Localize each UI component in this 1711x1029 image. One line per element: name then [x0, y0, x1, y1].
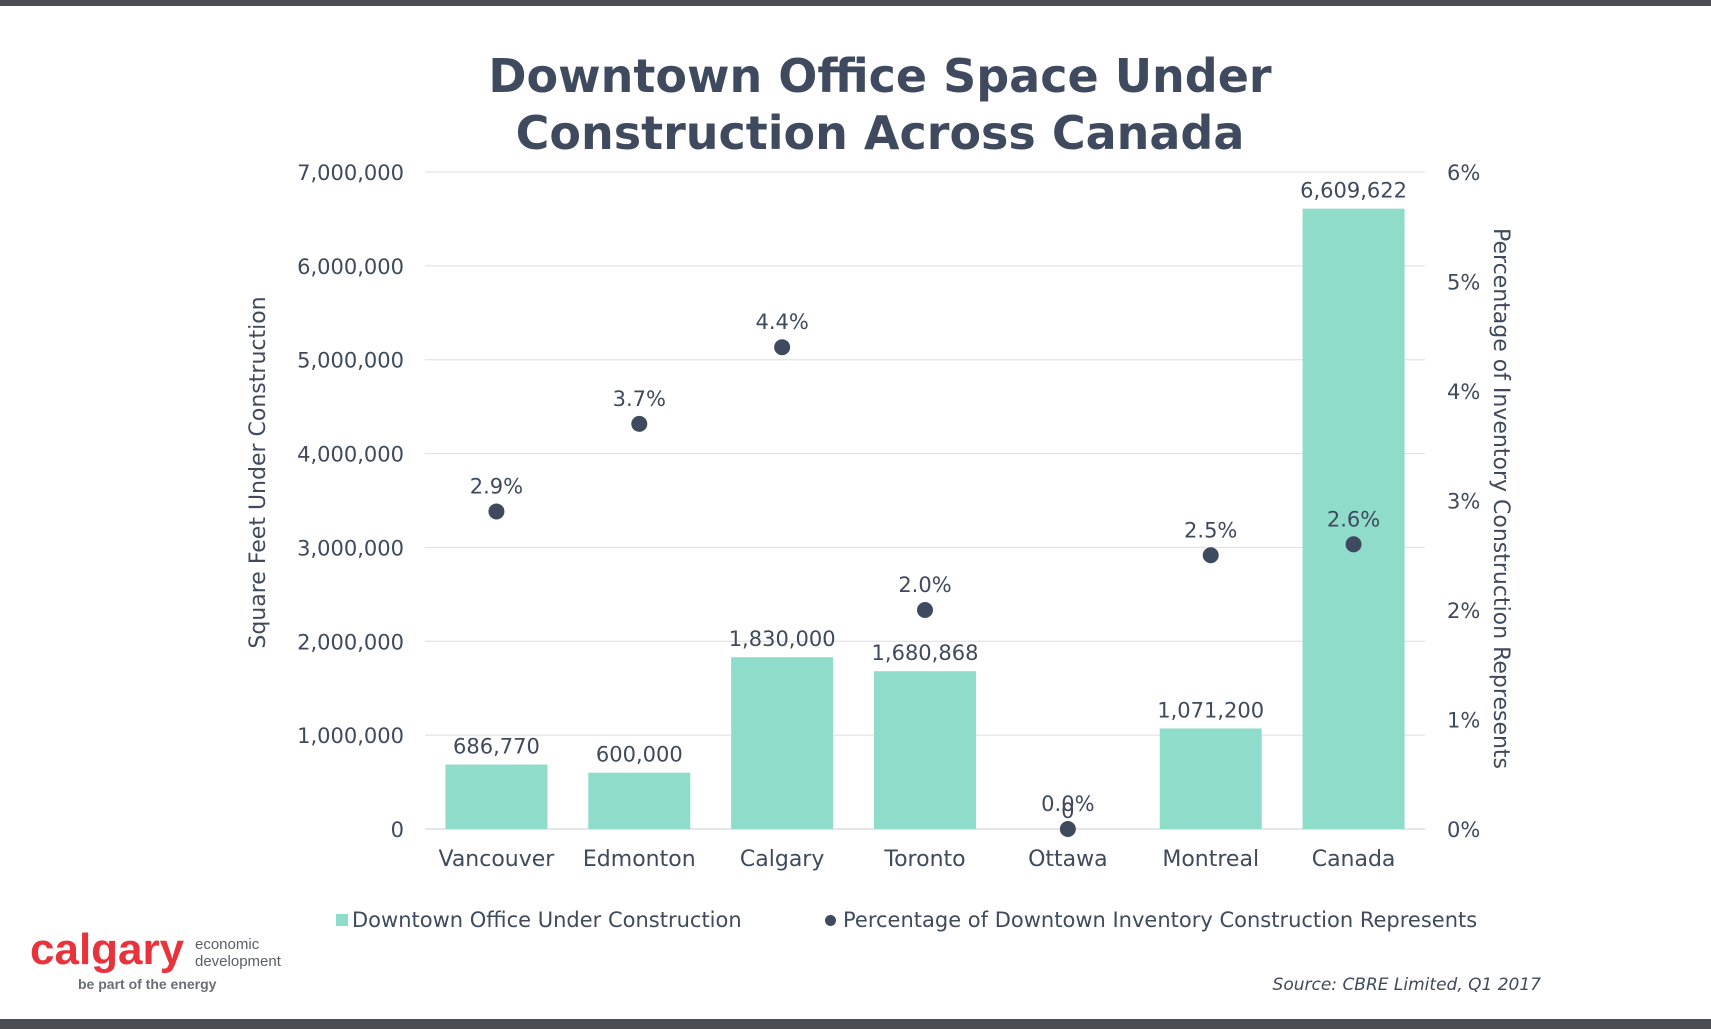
- data-point: [1345, 536, 1362, 553]
- axes: 0 1,000,000 2,000,000 3,000,000 4,000,000 5,0…: [246, 161, 1513, 872]
- scatter-series: [488, 339, 1362, 837]
- gridlines: [425, 171, 1425, 830]
- y2-tick-label: 1%: [1447, 709, 1480, 733]
- y-axis-title: Square Feet Under Construction: [246, 296, 271, 648]
- logo-wordmark: calgary: [30, 925, 185, 974]
- bar: [1159, 728, 1262, 829]
- x-tick-label: Vancouver: [438, 847, 555, 872]
- data-point: [1202, 547, 1219, 564]
- point-value-label: 3.7%: [613, 387, 666, 411]
- bar-value-label: 600,000: [596, 743, 683, 767]
- chart-title-line-2: Construction Across Canada: [515, 106, 1245, 160]
- bar-series: [445, 208, 1405, 829]
- legend-item-bars: Downtown Office Under Construction: [336, 908, 742, 932]
- bar-value-label: 1,680,868: [872, 641, 979, 665]
- point-value-label: 2.0%: [898, 573, 951, 597]
- x-tick-label: Montreal: [1162, 847, 1259, 872]
- data-point: [631, 415, 648, 432]
- y-tick-label: 3,000,000: [297, 536, 404, 560]
- legend-dot-label: Percentage of Downtown Inventory Constru…: [843, 908, 1478, 932]
- data-labels: 686,770 2.9% 600,000 3.7% 1,830,000 4.4% 1,680…: [453, 179, 1407, 823]
- y2-tick-label: 5%: [1447, 271, 1480, 295]
- y-tick-label: 7,000,000: [297, 161, 404, 185]
- y-tick-label: 5,000,000: [297, 349, 404, 373]
- data-point: [1059, 821, 1076, 837]
- bar: [731, 657, 834, 829]
- logo-tagline: be part of the energy: [78, 976, 217, 992]
- source-note: Source: CBRE Limited, Q1 2017: [1272, 975, 1541, 995]
- y-tick-label: 0: [391, 818, 404, 842]
- point-value-label: 2.9%: [470, 474, 523, 498]
- chart-title: Downtown Office Space Under Construction…: [200, 48, 1560, 162]
- point-value-label: 0.0%: [1041, 792, 1094, 816]
- y2-tick-label: 6%: [1447, 161, 1480, 185]
- logo-side-line-2: development: [195, 953, 281, 970]
- legend-item-dots: Percentage of Downtown Inventory Constru…: [825, 908, 1477, 932]
- bar-value-label: 1,830,000: [729, 627, 836, 651]
- y2-tick-label: 4%: [1447, 380, 1480, 404]
- bottom-frame-border: [0, 1019, 1711, 1029]
- data-point: [774, 339, 791, 356]
- bar-value-label: 6,609,622: [1300, 179, 1407, 203]
- x-tick-label: Ottawa: [1028, 847, 1108, 872]
- x-tick-label: Calgary: [740, 847, 824, 872]
- legend-bar-label: Downtown Office Under Construction: [352, 908, 742, 932]
- bar: [445, 764, 548, 829]
- y2-axis-title: Percentage of Inventory Construction Rep…: [1488, 228, 1513, 769]
- y-tick-label: 2,000,000: [297, 630, 404, 654]
- data-point: [917, 602, 933, 618]
- legend-dot-swatch: [825, 914, 836, 926]
- legend-bar-swatch: [336, 914, 348, 926]
- y2-tick-label: 2%: [1447, 599, 1480, 623]
- logo-side-line-1: economic: [195, 936, 260, 953]
- x-tick-label: Edmonton: [583, 847, 696, 872]
- data-point: [488, 503, 505, 520]
- bar-value-label: 0: [1061, 799, 1074, 823]
- logo-side-text: economic development: [195, 936, 281, 970]
- top-frame-border: [0, 0, 1711, 6]
- bar: [1302, 208, 1405, 829]
- calgary-economic-development-logo: calgary economic development be part of …: [30, 928, 300, 1000]
- bar: [874, 671, 976, 829]
- point-value-label: 2.5%: [1184, 518, 1237, 542]
- x-tick-label: Toronto: [883, 847, 965, 872]
- bar: [588, 772, 691, 829]
- y-tick-label: 6,000,000: [297, 255, 404, 279]
- y-tick-label: 4,000,000: [297, 443, 404, 467]
- bar-value-label: 1,071,200: [1157, 698, 1264, 722]
- bar-value-label: 686,770: [453, 735, 540, 759]
- y2-tick-label: 3%: [1447, 490, 1480, 514]
- x-tick-label: Canada: [1312, 847, 1396, 872]
- point-value-label: 2.6%: [1327, 507, 1380, 531]
- y2-tick-label: 0%: [1447, 818, 1480, 842]
- y-tick-label: 1,000,000: [297, 724, 404, 748]
- point-value-label: 4.4%: [755, 310, 808, 334]
- chart-title-line-1: Downtown Office Space Under: [488, 49, 1272, 103]
